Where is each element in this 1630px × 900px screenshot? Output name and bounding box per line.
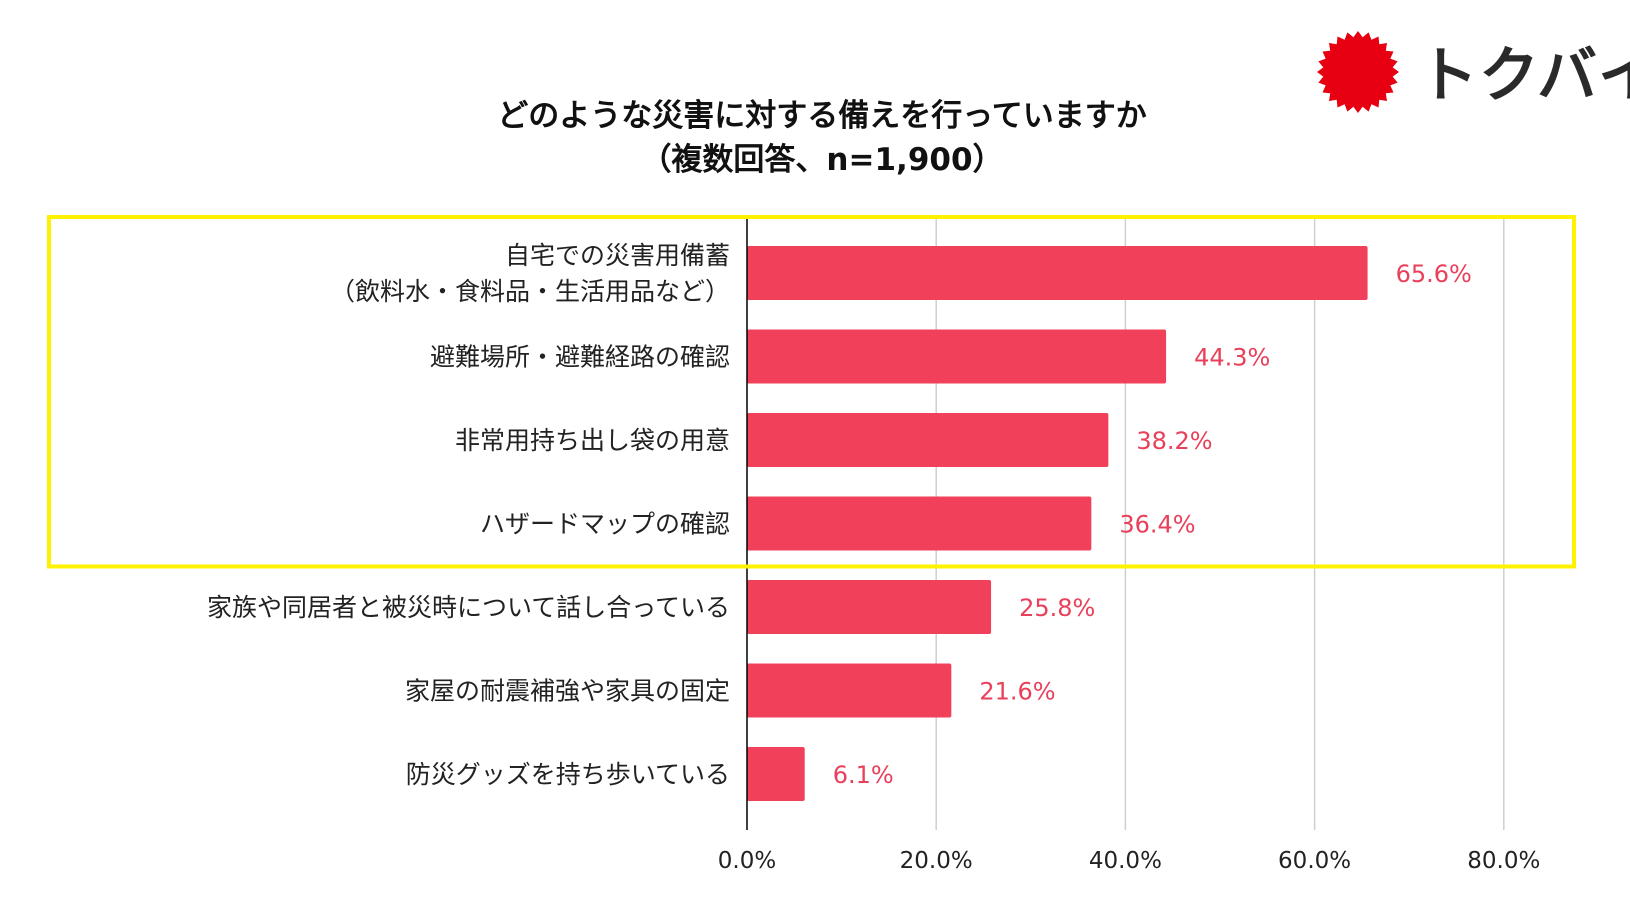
chart-subtitle: （複数回答、n=1,900） bbox=[640, 142, 1003, 178]
logo-text: トクバイ bbox=[1418, 41, 1630, 111]
category-label: 家族や同居者と被災時について話し合っている bbox=[207, 593, 730, 622]
bars bbox=[747, 246, 1368, 801]
bar bbox=[747, 413, 1109, 467]
x-axis-ticks: 0.0% 20.0% 40.0% 60.0% 80.0% bbox=[718, 848, 1541, 874]
category-label: 非常用持ち出し袋の用意 bbox=[455, 426, 730, 455]
bar bbox=[747, 747, 805, 801]
x-tick-label: 40.0% bbox=[1089, 848, 1162, 874]
category-label: ハザードマップの確認 bbox=[480, 510, 730, 539]
bar bbox=[747, 580, 992, 634]
value-label: 44.3% bbox=[1194, 344, 1270, 372]
x-tick-label: 0.0% bbox=[718, 848, 776, 874]
bar bbox=[747, 329, 1167, 384]
category-label: 避難場所・避難経路の確認 bbox=[430, 343, 730, 372]
bar bbox=[747, 663, 952, 718]
category-label: 防災グッズを持ち歩いている bbox=[406, 760, 730, 789]
value-label: 36.4% bbox=[1119, 511, 1195, 539]
value-label: 25.8% bbox=[1019, 594, 1095, 622]
category-label: 家屋の耐震補強や家具の固定 bbox=[405, 677, 730, 706]
value-label: 65.6% bbox=[1396, 260, 1472, 288]
brand-logo: トクバイ bbox=[1317, 31, 1630, 113]
value-labels: 65.6% 44.3% 38.2% 36.4% 25.8% 21.6% 6.1% bbox=[833, 260, 1472, 789]
value-label: 21.6% bbox=[979, 678, 1055, 706]
category-label: 自宅での災害用備蓄 bbox=[505, 241, 730, 270]
chart-title: どのような災害に対する備えを行っていますか bbox=[497, 98, 1146, 134]
category-label: （飲料水・食料品・生活用品など） bbox=[330, 277, 730, 306]
bar bbox=[747, 496, 1092, 551]
category-labels: 自宅での災害用備蓄 （飲料水・食料品・生活用品など） 避難場所・避難経路の確認非常用… bbox=[207, 241, 730, 789]
x-tick-label: 60.0% bbox=[1278, 848, 1351, 874]
bar bbox=[747, 246, 1368, 300]
value-label: 6.1% bbox=[833, 761, 894, 789]
value-label: 38.2% bbox=[1136, 427, 1212, 455]
red-burst-icon bbox=[1317, 31, 1399, 113]
x-tick-label: 20.0% bbox=[900, 848, 973, 874]
x-tick-label: 80.0% bbox=[1467, 848, 1540, 874]
highlight-box bbox=[47, 215, 1576, 569]
